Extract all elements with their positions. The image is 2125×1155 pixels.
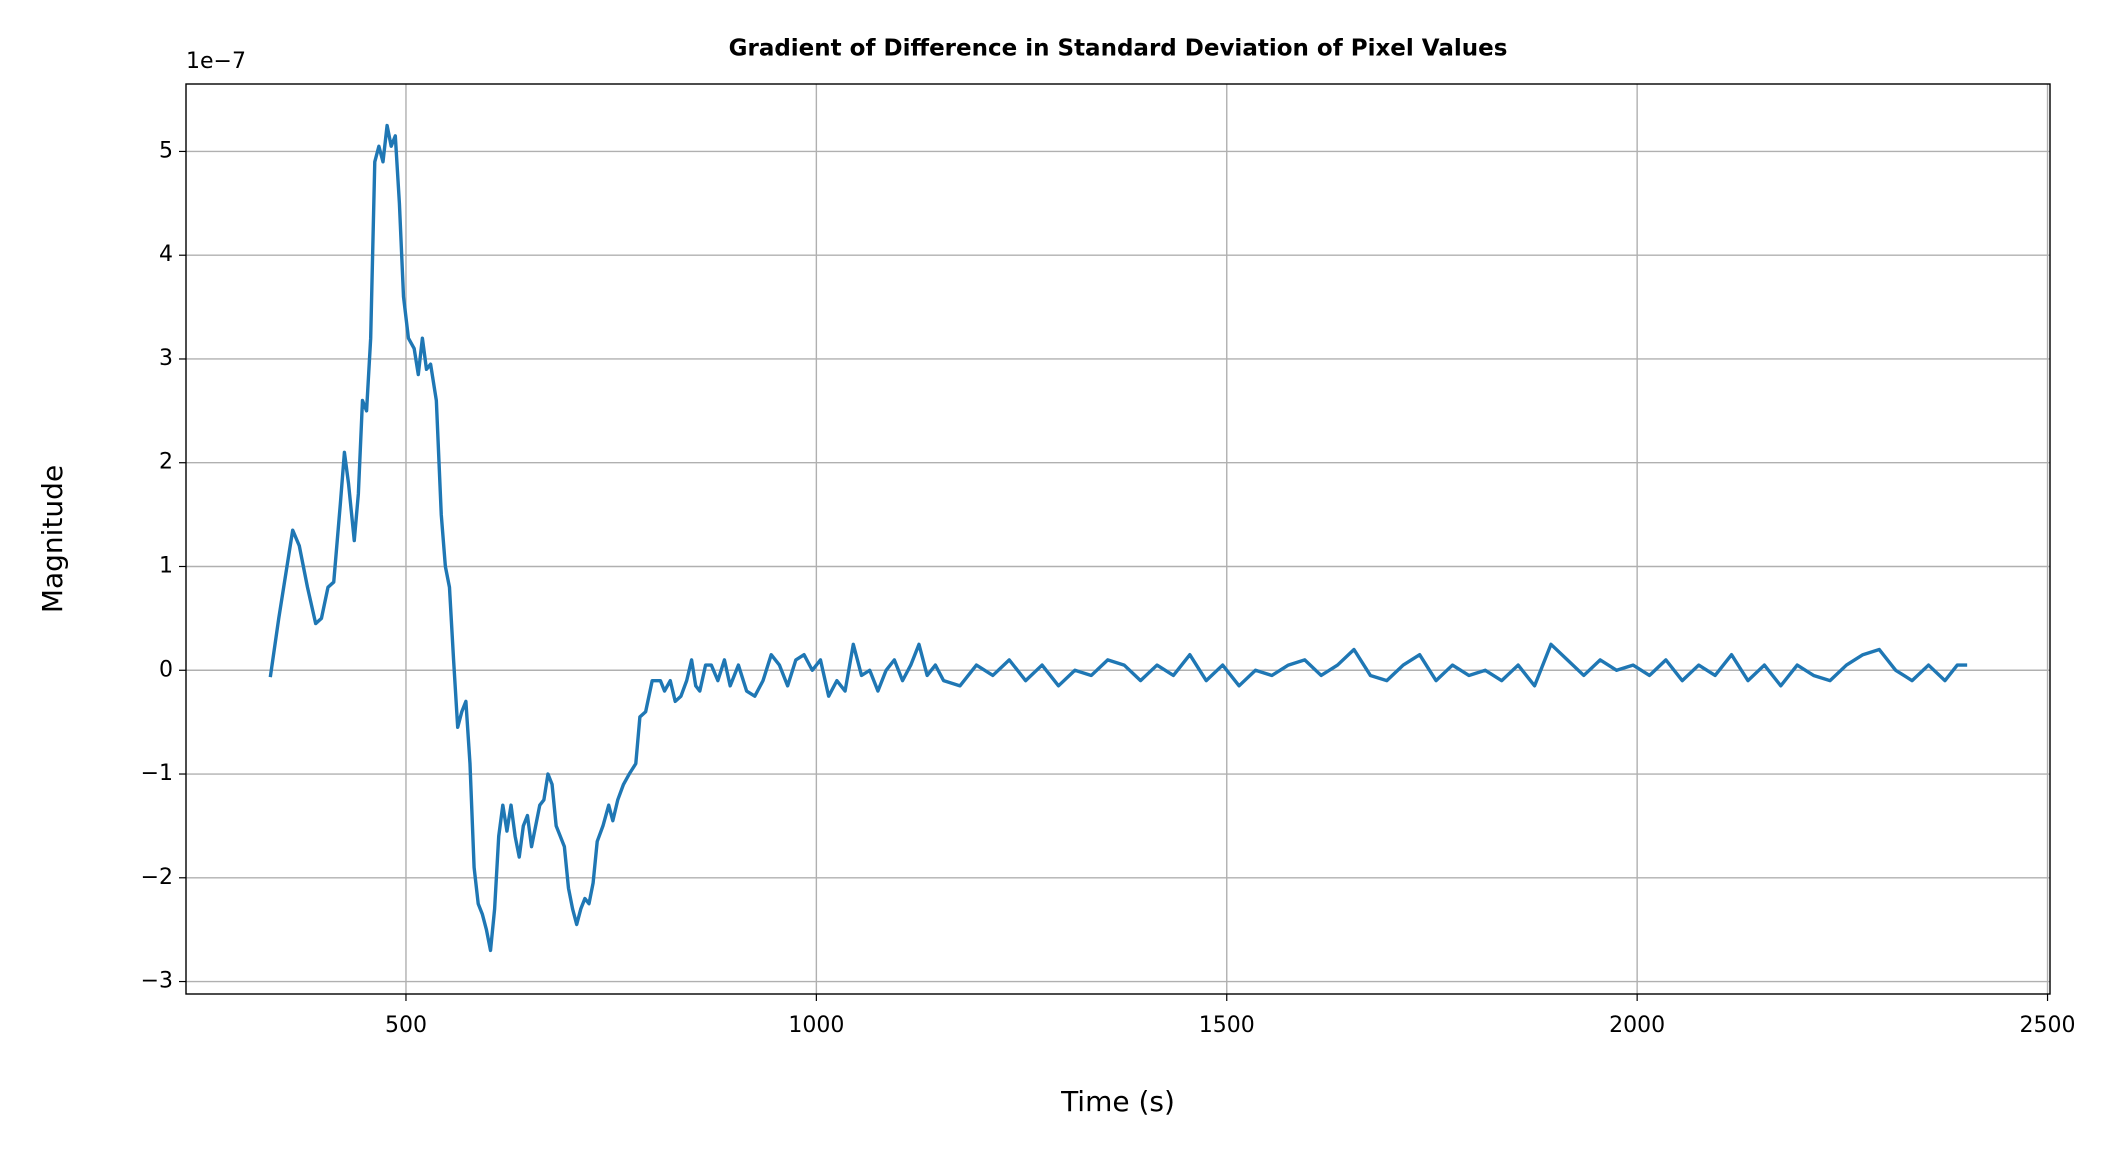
y-tick-label: 4	[159, 242, 173, 267]
y-tick-label: 5	[159, 138, 173, 163]
data-line	[268, 123, 1968, 953]
y-axis-label: Magnitude	[36, 465, 69, 613]
x-tick-label: 500	[385, 1013, 427, 1038]
x-tick-label: 1000	[788, 1013, 844, 1038]
x-tick-label: 2000	[1609, 1013, 1665, 1038]
chart-title: Gradient of Difference in Standard Devia…	[729, 36, 1508, 62]
x-axis-label: Time (s)	[1060, 1085, 1175, 1118]
y-tick-label: −2	[141, 865, 173, 890]
y-tick-label: 3	[159, 346, 173, 371]
y-tick-label: −3	[141, 969, 173, 994]
y-tick-label: 2	[159, 450, 173, 475]
x-tick-label: 2500	[2020, 1013, 2076, 1038]
y-tick-label: 1	[159, 553, 173, 578]
x-tick-label: 1500	[1199, 1013, 1255, 1038]
axes-frame	[185, 83, 2051, 995]
y-tick-label: 0	[159, 657, 173, 682]
y-offset-label: 1e−7	[186, 49, 246, 74]
y-tick-label: −1	[141, 761, 173, 786]
